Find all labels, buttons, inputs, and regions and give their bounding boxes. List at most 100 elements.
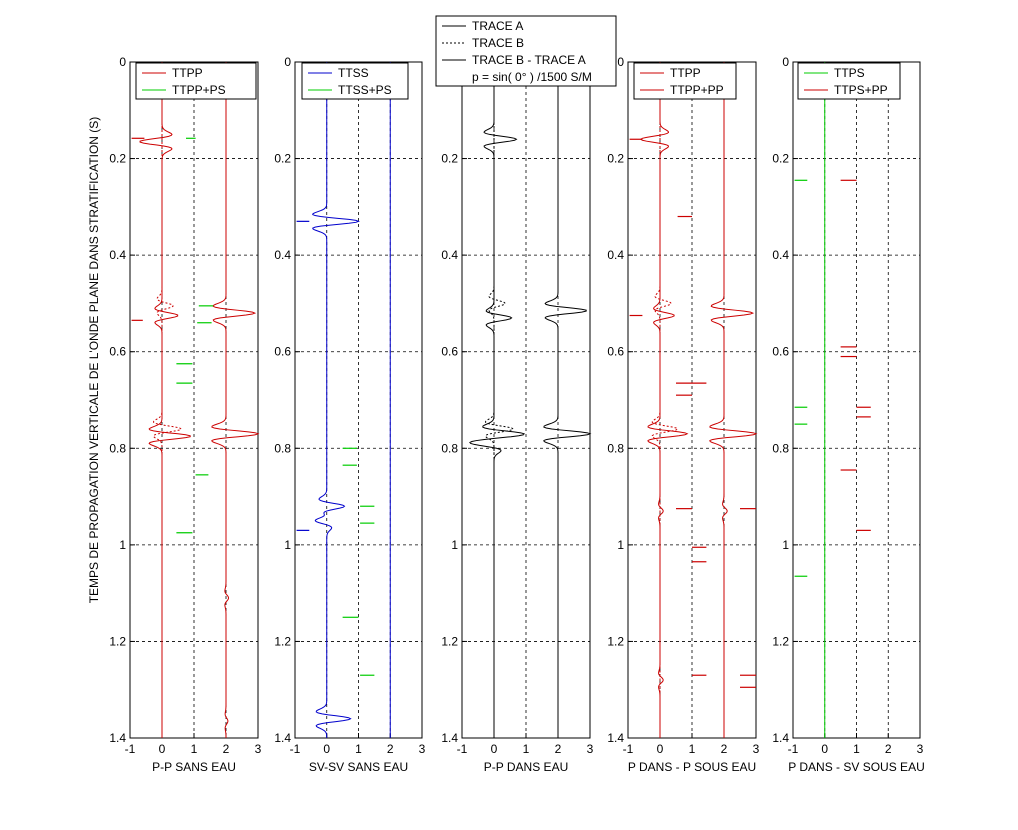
x-tick-label: 1: [355, 742, 362, 756]
trace-line: [543, 62, 592, 738]
legend: TTPP TTPP+PP: [633, 62, 737, 100]
legend: TTSS TTSS+PS: [301, 62, 409, 100]
y-tick-label: 1.2: [274, 634, 291, 648]
legend-label: TTPP: [172, 66, 203, 80]
x-axis-label: P DANS - SV SOUS EAU: [788, 760, 924, 774]
legend-label: TTSS+PS: [338, 83, 392, 97]
y-tick-label: 0.4: [274, 248, 291, 262]
x-tick-label: 3: [587, 742, 594, 756]
legend-box: [301, 62, 409, 100]
x-tick-label: 0: [821, 742, 828, 756]
x-tick-label: 0: [159, 742, 166, 756]
y-tick-label: 0: [782, 55, 789, 69]
x-tick-label: 1: [191, 742, 198, 756]
x-tick-label: 2: [555, 742, 562, 756]
x-tick-label: 2: [223, 742, 230, 756]
y-tick-label: 1.4: [772, 731, 789, 745]
y-tick-label: 1: [284, 538, 291, 552]
y-tick-label: 0.8: [772, 441, 789, 455]
legend-note: p = sin( 0° ) /1500 S/M: [472, 70, 592, 84]
y-tick-label: 1.2: [772, 634, 789, 648]
x-tick-label: -1: [457, 742, 468, 756]
y-tick-label: 1.4: [607, 731, 624, 745]
legend-label: TRACE B - TRACE A: [472, 53, 586, 67]
legend: TTPP TTPP+PS: [135, 62, 257, 100]
trace-line: [312, 62, 360, 739]
y-tick-label: 0: [617, 55, 624, 69]
legend-label: TRACE B: [472, 36, 524, 50]
y-tick-label: 1: [782, 538, 789, 552]
x-tick-label: 1: [689, 742, 696, 756]
legend-label: TTPP+PP: [670, 83, 724, 97]
y-tick-label: 0.2: [109, 152, 126, 166]
y-tick-label: 0.4: [607, 248, 624, 262]
x-tick-label: -1: [788, 742, 799, 756]
panels-group: -1 0 1 2 3 0 0.2 0.4 0.6 0.8 1 1.2 1.4 P-P SANS EAU TT…: [109, 15, 925, 774]
trace-line: [484, 62, 515, 738]
legend-box: [797, 62, 901, 100]
y-tick-label: 0.2: [274, 152, 291, 166]
panel-5: -1 0 1 2 3 0 0.2 0.4 0.6 0.8 1 1.2 1.4 P DANS - SV SO…: [772, 55, 924, 774]
y-tick-label: 0: [284, 55, 291, 69]
y-tick-label: 1: [617, 538, 624, 552]
legend-label: TTSS: [338, 66, 369, 80]
y-tick-label: 0.4: [109, 248, 126, 262]
trace-line: [709, 62, 758, 738]
legend-label: TTPS+PP: [834, 83, 888, 97]
legend: TTPS TTPS+PP: [797, 62, 901, 100]
x-tick-label: 2: [721, 742, 728, 756]
y-tick-label: 0.8: [441, 441, 458, 455]
legend-label: TTPP+PS: [172, 83, 226, 97]
x-tick-label: -1: [125, 742, 136, 756]
y-tick-label: 1.4: [109, 731, 126, 745]
legend-box: [633, 62, 737, 100]
legend-label: TTPS: [834, 66, 865, 80]
x-axis-label: P-P SANS EAU: [152, 760, 236, 774]
x-tick-label: 2: [885, 742, 892, 756]
x-tick-label: 1: [853, 742, 860, 756]
x-tick-label: 3: [753, 742, 760, 756]
x-tick-label: 3: [255, 742, 262, 756]
y-axis-label: TEMPS DE PROPAGATION VERTICALE DE L'ONDE…: [87, 117, 101, 604]
x-tick-label: -1: [290, 742, 301, 756]
y-tick-label: 1.2: [109, 634, 126, 648]
y-tick-label: 0.2: [441, 152, 458, 166]
x-tick-label: 2: [387, 742, 394, 756]
y-tick-label: 0.6: [607, 345, 624, 359]
trace-line: [211, 62, 260, 738]
y-tick-label: 1.2: [607, 634, 624, 648]
x-axis-label: P-P DANS EAU: [484, 760, 568, 774]
y-tick-label: 0.6: [441, 345, 458, 359]
y-tick-label: 0.6: [109, 345, 126, 359]
panel-2: -1 0 1 2 3 0 0.2 0.4 0.6 0.8 1 1.2 1.4 SV-SV SANS EAU…: [274, 55, 425, 774]
y-tick-label: 0.2: [772, 152, 789, 166]
legend: TRACE A TRACE B TRACE B - TRACE A p = sin( …: [435, 15, 617, 87]
legend-label: TRACE A: [472, 19, 523, 33]
x-tick-label: 0: [323, 742, 330, 756]
y-tick-label: 0.2: [607, 152, 624, 166]
y-tick-label: 0.6: [274, 345, 291, 359]
y-tick-label: 0.4: [441, 248, 458, 262]
x-tick-label: 0: [491, 742, 498, 756]
trace-line: [152, 62, 183, 738]
y-tick-label: 0.8: [274, 441, 291, 455]
y-tick-label: 0.6: [772, 345, 789, 359]
y-tick-label: 1.4: [441, 731, 458, 745]
y-tick-label: 0.8: [607, 441, 624, 455]
x-tick-label: 3: [419, 742, 426, 756]
panel-4: -1 0 1 2 3 0 0.2 0.4 0.6 0.8 1 1.2 1.4 P DANS - P SOU…: [607, 55, 759, 774]
y-tick-label: 1: [451, 538, 458, 552]
trace-line: [651, 62, 679, 738]
y-tick-label: 1: [119, 538, 126, 552]
legend-box: [435, 15, 617, 87]
x-tick-label: 0: [657, 742, 664, 756]
x-tick-label: 3: [917, 742, 924, 756]
y-tick-label: 1.2: [441, 634, 458, 648]
x-tick-label: -1: [623, 742, 634, 756]
y-tick-label: 1.4: [274, 731, 291, 745]
legend-box: [135, 62, 257, 100]
legend-label: TTPP: [670, 66, 701, 80]
y-tick-label: 0.4: [772, 248, 789, 262]
